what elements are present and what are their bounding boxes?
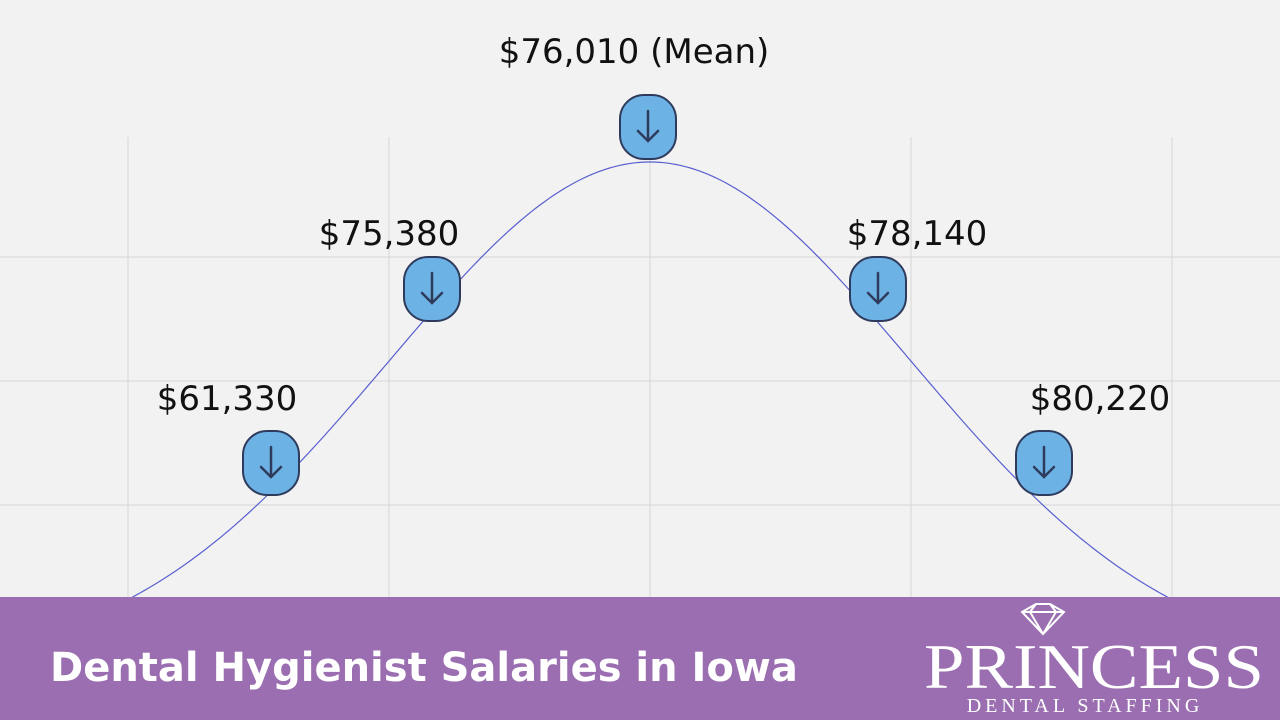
logo-diamond (1020, 603, 1066, 636)
arrow-icon (420, 271, 444, 305)
salary-label: $76,010 (Mean) (499, 32, 770, 72)
grid (0, 137, 1280, 600)
arrow-icon (1032, 445, 1056, 479)
logo-tagline: DENTAL STAFFING (967, 695, 1204, 717)
salary-label: $61,330 (157, 379, 298, 419)
salary-label: $78,140 (847, 214, 988, 254)
arrow-icon (866, 271, 890, 305)
banner-title: Dental Hygienist Salaries in Iowa (50, 645, 798, 691)
arrow-icon (259, 445, 283, 479)
salary-label: $80,220 (1030, 379, 1171, 419)
logo-name: PRINCESS (924, 631, 1264, 702)
banner (0, 597, 1280, 720)
logo: PRINCESS DENTAL STAFFING (924, 603, 1264, 717)
bell-curve (127, 161, 1173, 601)
salary-label: $75,380 (319, 214, 460, 254)
arrow-icon (636, 109, 660, 143)
